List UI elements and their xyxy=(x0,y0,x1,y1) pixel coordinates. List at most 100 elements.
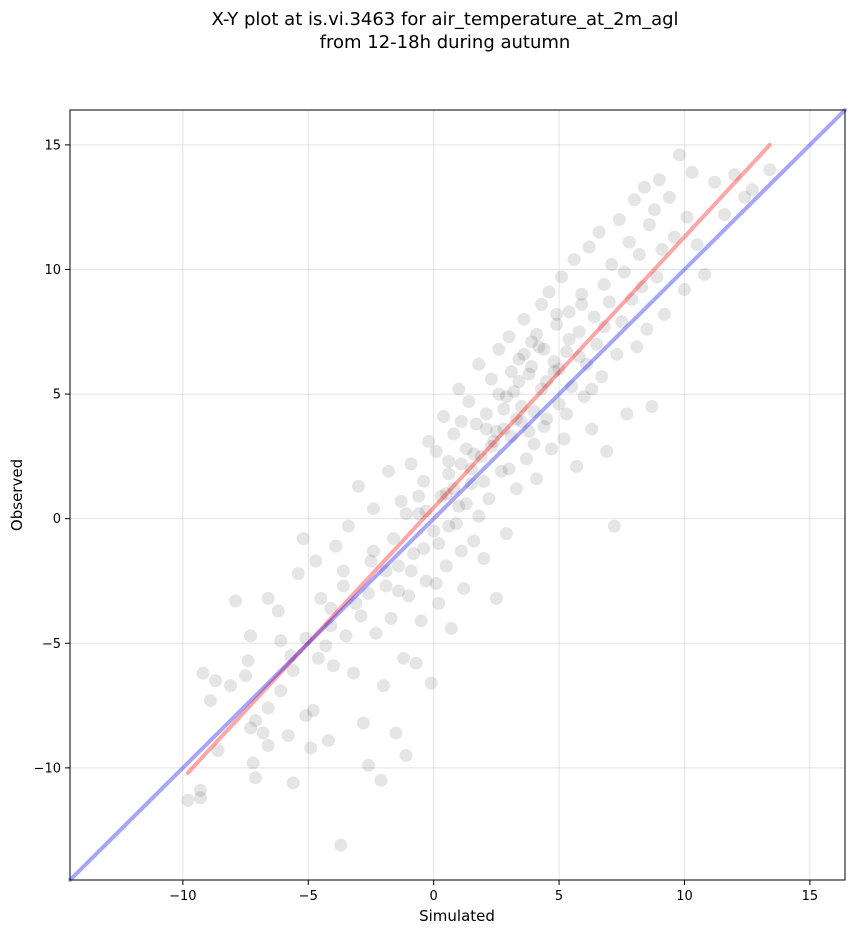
scatter-point xyxy=(552,397,566,411)
scatter-point xyxy=(550,307,564,321)
scatter-point xyxy=(530,327,544,341)
x-tick-label: −5 xyxy=(299,889,318,904)
scatter-point xyxy=(354,609,368,623)
scatter-point xyxy=(196,666,210,680)
scatter-point xyxy=(597,277,611,291)
scatter-point xyxy=(640,322,654,336)
scatter-point xyxy=(607,519,621,533)
scatter-point xyxy=(224,679,238,693)
scatter-point xyxy=(452,499,466,513)
scatter-point xyxy=(522,367,536,381)
scatter-point xyxy=(377,679,391,693)
scatter-point xyxy=(457,581,471,595)
scatter-point xyxy=(392,584,406,598)
scatter-point xyxy=(454,457,468,471)
scatter-point xyxy=(422,434,436,448)
scatter-point xyxy=(487,434,501,448)
scatter-point xyxy=(281,728,295,742)
scatter-point xyxy=(464,477,478,491)
scatter-point xyxy=(522,424,536,438)
scatter-point xyxy=(392,559,406,573)
scatter-point xyxy=(685,165,699,179)
scatter-point xyxy=(535,297,549,311)
scatter-point xyxy=(324,601,338,615)
scatter-point xyxy=(291,566,305,580)
scatter-point xyxy=(314,591,328,605)
scatter-point xyxy=(499,527,513,541)
scatter-point xyxy=(402,589,416,603)
scatter-point xyxy=(321,733,335,747)
scatter-point xyxy=(407,547,421,561)
scatter-point xyxy=(341,519,355,533)
scatter-point xyxy=(437,410,451,424)
chart-title-line-2: from 12-18h during autumn xyxy=(320,32,571,53)
scatter-point xyxy=(361,758,375,772)
y-tick-label: 0 xyxy=(53,512,61,527)
scatter-point xyxy=(502,462,516,476)
scatter-point xyxy=(472,509,486,523)
scatter-point xyxy=(469,417,483,431)
scatter-point xyxy=(617,265,631,279)
scatter-point xyxy=(645,400,659,414)
scatter-point xyxy=(527,405,541,419)
scatter-point xyxy=(334,838,348,852)
scatter-point xyxy=(271,604,285,618)
scatter-point xyxy=(261,591,275,605)
scatter-point xyxy=(595,370,609,384)
scatter-point xyxy=(439,487,453,501)
scatter-point xyxy=(439,559,453,573)
scatter-point xyxy=(379,579,393,593)
scatter-point xyxy=(489,591,503,605)
scatter-point xyxy=(477,552,491,566)
scatter-point xyxy=(299,709,313,723)
scatter-point xyxy=(366,502,380,516)
scatter-point xyxy=(745,183,759,197)
scatter-point xyxy=(489,424,503,438)
scatter-point xyxy=(630,340,644,354)
scatter-point xyxy=(394,494,408,508)
scatter-point xyxy=(256,726,270,740)
scatter-point xyxy=(530,472,544,486)
scatter-point xyxy=(545,442,559,456)
scatter-point xyxy=(502,330,516,344)
scatter-point xyxy=(432,537,446,551)
scatter-point xyxy=(504,429,518,443)
scatter-point xyxy=(519,452,533,466)
scatter-point xyxy=(667,230,681,244)
scatter-point xyxy=(459,497,473,511)
scatter-point xyxy=(409,656,423,670)
scatter-point xyxy=(680,210,694,224)
scatter-point xyxy=(299,631,313,645)
scatter-point xyxy=(404,457,418,471)
grid-lines xyxy=(70,110,845,880)
scatter-point xyxy=(472,357,486,371)
scatter-point xyxy=(532,340,546,354)
scatter-point xyxy=(672,148,686,162)
scatter-point xyxy=(540,375,554,389)
scatter-point xyxy=(193,791,207,805)
scatter-point xyxy=(504,365,518,379)
scatter-point xyxy=(454,544,468,558)
scatter-point xyxy=(509,482,523,496)
scatter-point xyxy=(565,380,579,394)
scatter-point xyxy=(547,355,561,369)
scatter-point xyxy=(512,352,526,366)
scatter-point xyxy=(698,267,712,281)
scatter-point xyxy=(655,243,669,257)
scatter-point xyxy=(562,332,576,346)
x-axis-ticks: −10 −5 0 5 10 15 xyxy=(169,880,818,904)
x-axis-label: Simulated xyxy=(419,907,495,925)
scatter-point xyxy=(605,257,619,271)
scatter-point xyxy=(514,400,528,414)
scatter-point xyxy=(326,659,340,673)
scatter-point xyxy=(447,427,461,441)
scatter-point xyxy=(477,474,491,488)
scatter-point xyxy=(728,168,742,182)
scatter-point xyxy=(432,596,446,610)
scatter-point xyxy=(572,350,586,364)
scatter-point xyxy=(738,190,752,204)
scatter-point xyxy=(193,783,207,797)
scatter-point xyxy=(462,395,476,409)
scatter-point xyxy=(419,574,433,588)
scatter-point xyxy=(417,474,431,488)
